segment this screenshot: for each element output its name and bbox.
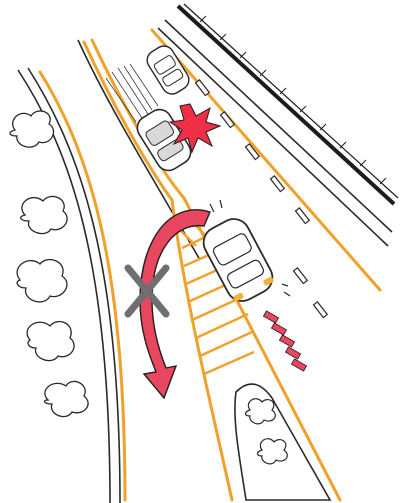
car-icon [202, 218, 274, 302]
right-curb-outer [164, 19, 393, 233]
tree-icon [9, 110, 89, 418]
guard-rail [176, 3, 399, 206]
car-icon [146, 45, 190, 95]
u-turn-arrow-icon [139, 209, 211, 400]
road-edges [17, 19, 393, 503]
left-curb-inner [27, 67, 121, 503]
stop-marks [262, 310, 308, 372]
motion-ticks [209, 199, 291, 297]
dashed-lane [194, 79, 329, 319]
right-curb-inner [157, 27, 389, 247]
impact-burst-icon [168, 103, 222, 154]
left-curb-outer [17, 69, 111, 503]
lane-markings [38, 28, 382, 502]
left-lane-line [38, 70, 127, 502]
speed-lines [105, 63, 159, 123]
tree-icon [244, 398, 288, 465]
island-left-line [170, 198, 234, 502]
right-lane-line [150, 28, 382, 292]
car-icon [136, 108, 192, 172]
forbidden-x-icon [124, 264, 170, 318]
center-left-line [82, 40, 174, 202]
